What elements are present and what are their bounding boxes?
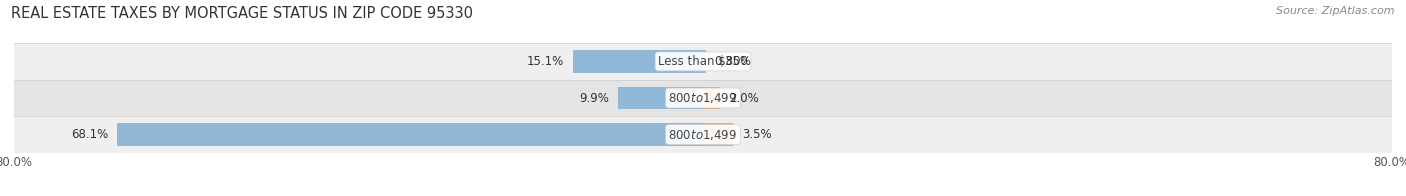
Bar xyxy=(14,80,1392,116)
Text: 68.1%: 68.1% xyxy=(70,128,108,141)
Text: $800 to $1,499: $800 to $1,499 xyxy=(668,91,738,105)
Text: 0.35%: 0.35% xyxy=(714,55,752,68)
Bar xyxy=(703,123,733,146)
Text: 3.5%: 3.5% xyxy=(742,128,772,141)
Bar xyxy=(617,87,703,109)
Bar xyxy=(574,50,703,73)
Text: $800 to $1,499: $800 to $1,499 xyxy=(668,128,738,142)
Bar xyxy=(703,87,720,109)
Bar xyxy=(14,43,1392,80)
Text: 15.1%: 15.1% xyxy=(527,55,564,68)
Text: 9.9%: 9.9% xyxy=(579,92,609,104)
Bar xyxy=(703,50,706,73)
Bar xyxy=(14,116,1392,153)
Text: Source: ZipAtlas.com: Source: ZipAtlas.com xyxy=(1277,6,1395,16)
Text: REAL ESTATE TAXES BY MORTGAGE STATUS IN ZIP CODE 95330: REAL ESTATE TAXES BY MORTGAGE STATUS IN … xyxy=(11,6,474,21)
Bar xyxy=(117,123,703,146)
Text: Less than $800: Less than $800 xyxy=(658,55,748,68)
Text: 2.0%: 2.0% xyxy=(728,92,759,104)
